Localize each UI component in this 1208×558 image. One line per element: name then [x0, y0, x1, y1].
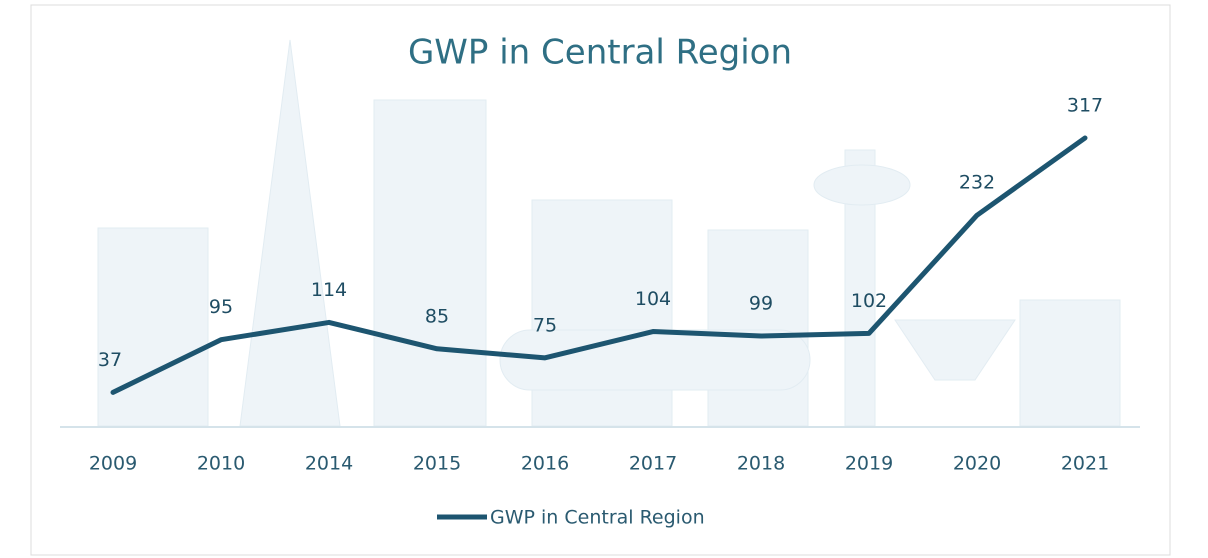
x-tick-label: 2019: [845, 453, 893, 475]
x-tick-label: 2018: [737, 453, 785, 475]
x-tick-label: 2010: [197, 453, 245, 475]
x-tick-label: 2021: [1061, 453, 1109, 475]
data-label: 37: [98, 349, 122, 371]
data-label: 317: [1067, 95, 1103, 117]
x-tick-label: 2015: [413, 453, 461, 475]
data-label: 104: [635, 288, 671, 310]
data-label: 75: [533, 314, 557, 336]
legend-label: GWP in Central Region: [490, 507, 705, 529]
data-label: 102: [851, 290, 887, 312]
data-label: 85: [425, 305, 449, 327]
x-tick-label: 2020: [953, 453, 1001, 475]
data-label: 95: [209, 296, 233, 318]
data-line: [110, 135, 1088, 395]
x-tick-label: 2009: [89, 453, 137, 475]
data-label: 114: [311, 279, 347, 301]
data-label: 232: [959, 172, 995, 194]
x-tick-label: 2016: [521, 453, 569, 475]
data-label: 99: [749, 293, 773, 315]
x-tick-label: 2017: [629, 453, 677, 475]
chart-title: GWP in Central Region: [408, 33, 792, 73]
x-tick-label: 2014: [305, 453, 353, 475]
